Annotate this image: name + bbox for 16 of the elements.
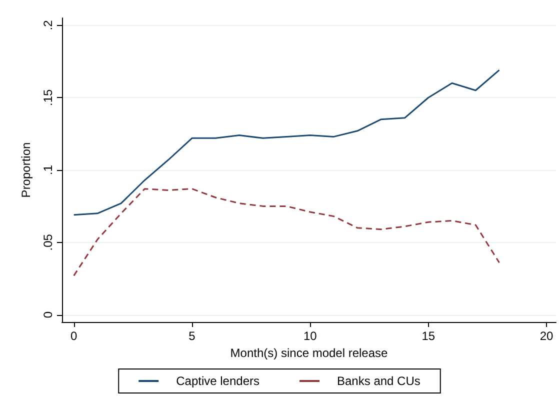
legend-label: Captive lenders [176,374,260,388]
x-tick-label: 5 [188,329,196,343]
legend-label: Banks and CUs [337,374,420,388]
y-tick-label: .15 [41,88,55,106]
line-series [73,69,500,216]
y-tick-label: 0 [41,311,55,318]
y-tick-label: .2 [41,20,55,30]
x-tick-label: 20 [540,329,554,343]
y-tick-label: .1 [41,164,55,176]
y-axis-title: Proportion [19,142,33,198]
line-series [73,188,500,276]
x-tick-label: 10 [304,329,318,343]
y-tick-label: .05 [41,234,55,251]
x-axis-title: Month(s) since model release [230,346,388,360]
x-tick-label: 15 [422,329,436,343]
x-tick-label: 0 [70,329,78,343]
